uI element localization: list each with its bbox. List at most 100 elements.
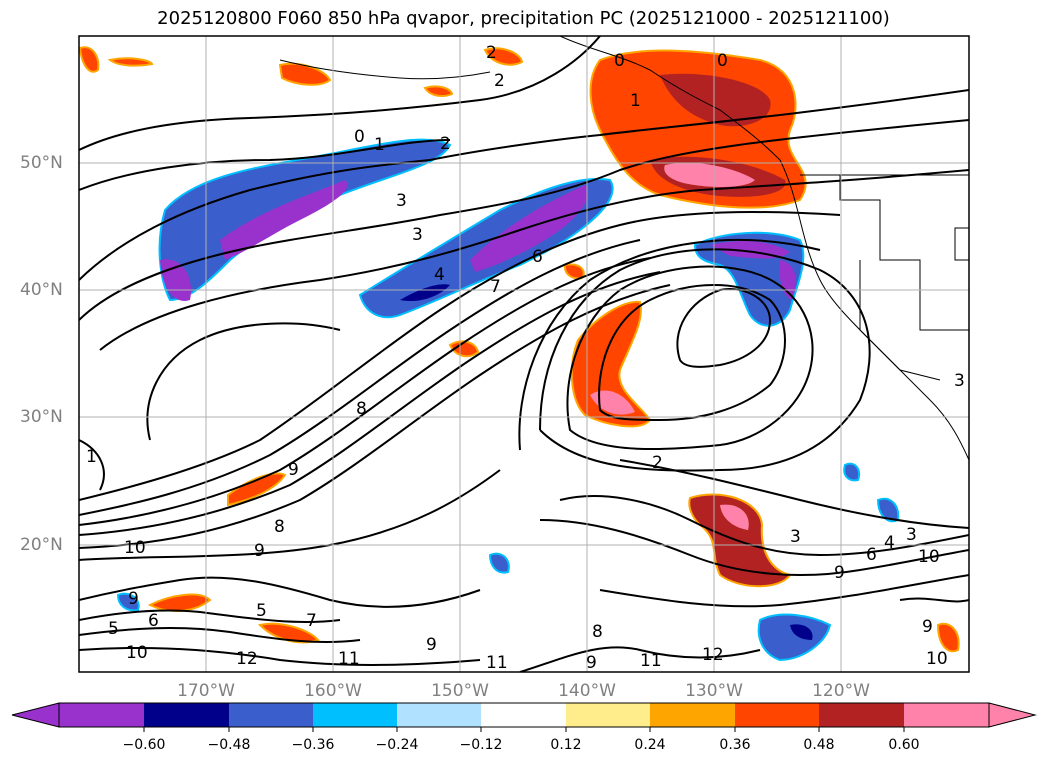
contour-label: 3	[954, 371, 965, 391]
lon-label: 170°W	[177, 681, 235, 701]
coastline	[839, 175, 969, 331]
contour-label: 0	[354, 127, 365, 147]
contour-label: 11	[640, 651, 662, 671]
colorbar-segment	[904, 703, 989, 727]
contour-label: 3	[396, 191, 407, 211]
contour-line	[79, 89, 969, 281]
contour-label: 3	[906, 525, 917, 545]
contour-line	[619, 459, 969, 529]
map-title: 2025120800 F060 850 hPa qvapor, precipit…	[157, 8, 890, 29]
contour-line	[79, 257, 651, 526]
precip-blob	[483, 47, 524, 66]
lon-label: 160°W	[304, 681, 362, 701]
precip-blob	[790, 624, 813, 640]
contour-line	[899, 597, 969, 603]
colorbar-tick-label: −0.48	[207, 737, 251, 753]
coastline	[954, 227, 969, 261]
colorbar-extend-low	[11, 702, 60, 728]
contour-label: 8	[592, 622, 603, 642]
coastline	[559, 36, 969, 461]
contour-line	[79, 609, 341, 623]
contour-label: 2	[494, 71, 505, 91]
contour-label: 10	[126, 643, 148, 663]
contour-line	[79, 627, 361, 643]
colorbar-tick-label: 0.36	[719, 737, 751, 753]
contour-label: 3	[412, 225, 423, 245]
contour-label: 1	[630, 91, 641, 111]
precip-blob	[116, 592, 140, 612]
precip-blob	[400, 284, 450, 302]
contour-label: 6	[866, 545, 877, 565]
contour-label: 2	[486, 43, 497, 63]
contour-label: 12	[236, 649, 258, 669]
colorbar-tick-label: −0.60	[122, 737, 166, 753]
contour-line	[79, 139, 451, 191]
colorbar-segment	[819, 703, 904, 727]
contour-label: 5	[108, 619, 119, 639]
contour-label: 6	[532, 247, 543, 267]
colorbar-tick-label: −0.24	[375, 737, 419, 753]
precip-blob	[720, 504, 749, 530]
contour-label: 9	[834, 563, 845, 583]
contour-label: 9	[128, 589, 139, 609]
plot-frame	[78, 35, 970, 673]
contour-label: 9	[922, 617, 933, 637]
contour-label: 3	[790, 527, 801, 547]
colorbar-segment	[650, 703, 735, 727]
contour-line	[559, 495, 969, 557]
colorbar-segment	[144, 703, 229, 727]
precip-blob	[470, 185, 589, 272]
precip-blob	[227, 472, 287, 507]
contour-line	[518, 239, 821, 451]
lat-label: 50°N	[20, 153, 63, 173]
lon-label: 140°W	[558, 681, 616, 701]
colorbar-tick-label: 0.60	[888, 737, 920, 753]
colorbar-tick-label: 0.48	[803, 737, 835, 753]
contour-label: 7	[490, 277, 501, 297]
lon-label: 130°W	[685, 681, 743, 701]
contour-line	[599, 574, 969, 608]
contour-label: 9	[288, 460, 299, 480]
contour-line	[676, 288, 772, 368]
colorbar-segment	[397, 703, 481, 727]
contour-line	[539, 519, 969, 576]
contour-label: 2	[652, 453, 663, 473]
colorbar-tick-label: −0.12	[459, 737, 503, 753]
colorbar	[11, 702, 1037, 732]
colorbar-segment	[59, 703, 144, 727]
colorbar-segment	[313, 703, 397, 727]
precip-blob	[936, 622, 960, 653]
contour-label: 11	[486, 653, 508, 673]
contour-line	[99, 169, 969, 351]
coastline	[859, 260, 941, 381]
contour-line	[79, 211, 841, 501]
contour-line	[79, 119, 969, 321]
precip-blob	[79, 46, 100, 73]
contour-label: 4	[884, 533, 895, 553]
contour-line	[566, 265, 814, 451]
contour-line	[539, 248, 871, 472]
contour-label: 10	[918, 547, 940, 567]
lat-label: 40°N	[20, 280, 63, 300]
contour-line	[519, 646, 761, 672]
contour-label: 12	[702, 645, 724, 665]
precip-blob	[660, 73, 771, 127]
contour-label: 0	[717, 51, 728, 71]
colorbar-frame	[58, 702, 990, 728]
precip-blob	[488, 552, 510, 574]
colorbar-segment	[229, 703, 313, 727]
precip-blob	[757, 613, 832, 662]
contour-label: 4	[434, 265, 445, 285]
contour-line	[79, 239, 641, 516]
precip-blob	[590, 390, 635, 415]
precip-blob	[448, 340, 480, 358]
contour-label: 2	[440, 134, 451, 154]
colorbar-tick-label: 0.24	[634, 737, 666, 753]
contour-line	[79, 439, 105, 491]
contour-label: 8	[356, 399, 367, 419]
contour-line	[79, 576, 481, 608]
contour-label: 10	[926, 649, 948, 669]
contour-label: 10	[124, 538, 146, 558]
contour-label: 6	[148, 611, 159, 631]
qvapor-contour-layer	[79, 36, 969, 672]
